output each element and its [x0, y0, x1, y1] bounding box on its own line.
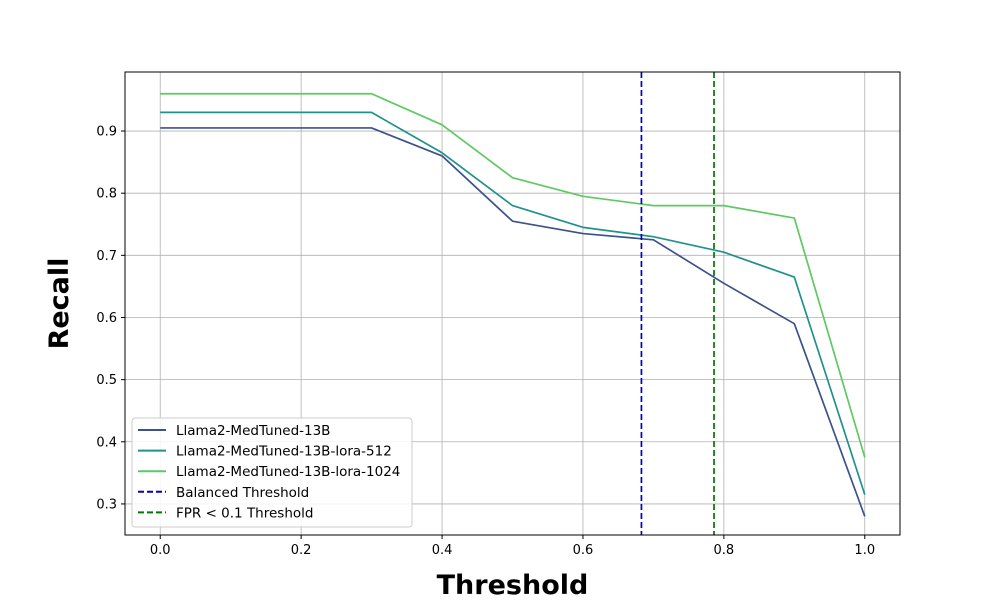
y-axis-title: Recall	[44, 258, 75, 350]
y-tick-label: 0.8	[96, 187, 117, 202]
legend-label: FPR < 0.1 Threshold	[176, 505, 313, 521]
x-tick-label: 0.8	[714, 543, 735, 558]
x-tick-label: 0.6	[573, 543, 594, 558]
legend-label: Llama2-MedTuned-13B-lora-512	[176, 444, 392, 460]
x-axis-ticks: 0.0 0.2 0.4 0.6 0.8 1.0	[150, 535, 875, 558]
legend-label: Llama2-MedTuned-13B	[176, 423, 330, 439]
series-line-3	[160, 92, 866, 458]
legend-label: Balanced Threshold	[176, 485, 309, 501]
threshold-lines	[640, 72, 715, 535]
series-line-2	[160, 111, 866, 495]
plot-frame	[124, 71, 901, 536]
series-lines	[160, 92, 866, 517]
x-tick-label: 0.0	[150, 543, 171, 558]
series-line-1	[160, 127, 866, 517]
x-tick-label: 0.4	[432, 543, 453, 558]
y-tick-label: 0.3	[96, 497, 117, 512]
y-axis-ticks: 0.3 0.4 0.5 0.6 0.7 0.8 0.9	[96, 125, 125, 512]
legend-label: Llama2-MedTuned-13B-lora-1024	[176, 464, 400, 480]
x-tick-label: 0.2	[291, 543, 312, 558]
y-tick-label: 0.6	[96, 311, 117, 326]
legend: Llama2-MedTuned-13B Llama2-MedTuned-13B-l…	[131, 417, 413, 528]
y-tick-label: 0.5	[96, 373, 117, 388]
y-tick-label: 0.9	[96, 125, 117, 140]
y-tick-label: 0.4	[96, 435, 117, 450]
x-tick-label: 1.0	[854, 543, 875, 558]
x-axis-title: Threshold	[437, 570, 589, 600]
legend-box	[131, 417, 413, 528]
y-tick-label: 0.7	[96, 249, 117, 264]
